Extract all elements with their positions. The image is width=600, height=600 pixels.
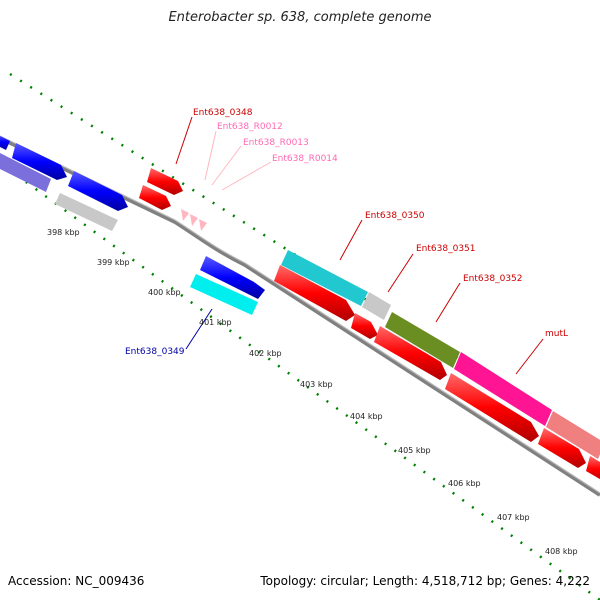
gene-ent638-0350[interactable] bbox=[281, 250, 391, 320]
gene-ent638-0348[interactable] bbox=[139, 168, 183, 210]
gene-grey-left[interactable] bbox=[55, 193, 118, 231]
gene-red-lower-3[interactable] bbox=[374, 326, 447, 380]
kbp-label: 408 kbp bbox=[545, 547, 578, 556]
kbp-label: 399 kbp bbox=[97, 258, 130, 267]
label-ent638-r0014[interactable]: Ent638_R0014 bbox=[272, 154, 338, 164]
gene-red-lower-4[interactable] bbox=[445, 373, 539, 442]
kbp-label: 398 kbp bbox=[47, 228, 80, 237]
trna-genes[interactable] bbox=[181, 209, 207, 231]
gene-red-lower-1[interactable] bbox=[274, 265, 355, 321]
kbp-label: 406 kbp bbox=[448, 479, 481, 488]
gene-red-lower-5[interactable] bbox=[538, 428, 586, 468]
gene-ent638-0352[interactable] bbox=[454, 352, 552, 426]
genome-stats-label: Topology: circular; Length: 4,518,712 bp… bbox=[260, 574, 590, 588]
gene-red-lower-2[interactable] bbox=[351, 313, 378, 339]
label-ent638-r0013[interactable]: Ent638_R0013 bbox=[243, 138, 309, 148]
gene-blue-left-b[interactable] bbox=[68, 171, 128, 211]
gene-ent638-0349[interactable] bbox=[190, 256, 265, 315]
kbp-label: 400 kbp bbox=[148, 288, 181, 297]
kbp-label: 407 kbp bbox=[497, 513, 530, 522]
gene-red-lower-6[interactable] bbox=[586, 456, 600, 482]
kbp-label: 401 kbp bbox=[199, 318, 232, 327]
label-ent638-0349[interactable]: Ent638_0349 bbox=[125, 347, 185, 357]
label-ent638-0348[interactable]: Ent638_0348 bbox=[193, 108, 253, 118]
accession-label: Accession: NC_009436 bbox=[8, 574, 145, 588]
gene-mutl[interactable] bbox=[546, 411, 600, 459]
gene-ent638-0351[interactable] bbox=[385, 312, 460, 368]
gene-blue-left-a[interactable] bbox=[12, 143, 67, 180]
kbp-label: 405 kbp bbox=[398, 446, 431, 455]
map-title: Enterobacter sp. 638, complete genome bbox=[168, 10, 432, 25]
label-ent638-0352[interactable]: Ent638_0352 bbox=[463, 274, 523, 284]
label-ent638-r0012[interactable]: Ent638_R0012 bbox=[217, 122, 283, 132]
kbp-label: 403 kbp bbox=[300, 380, 333, 389]
gene-blue-left-top[interactable] bbox=[0, 134, 10, 150]
label-ent638-0351[interactable]: Ent638_0351 bbox=[416, 244, 476, 254]
label-mutl[interactable]: mutL bbox=[545, 329, 568, 339]
label-ent638-0350[interactable]: Ent638_0350 bbox=[365, 211, 425, 221]
kbp-label: 402 kbp bbox=[249, 349, 282, 358]
kbp-label: 404 kbp bbox=[350, 412, 383, 421]
gene-violet-left[interactable] bbox=[0, 153, 51, 192]
genome-backbone bbox=[0, 135, 600, 497]
label-leader-lines bbox=[175, 116, 544, 375]
